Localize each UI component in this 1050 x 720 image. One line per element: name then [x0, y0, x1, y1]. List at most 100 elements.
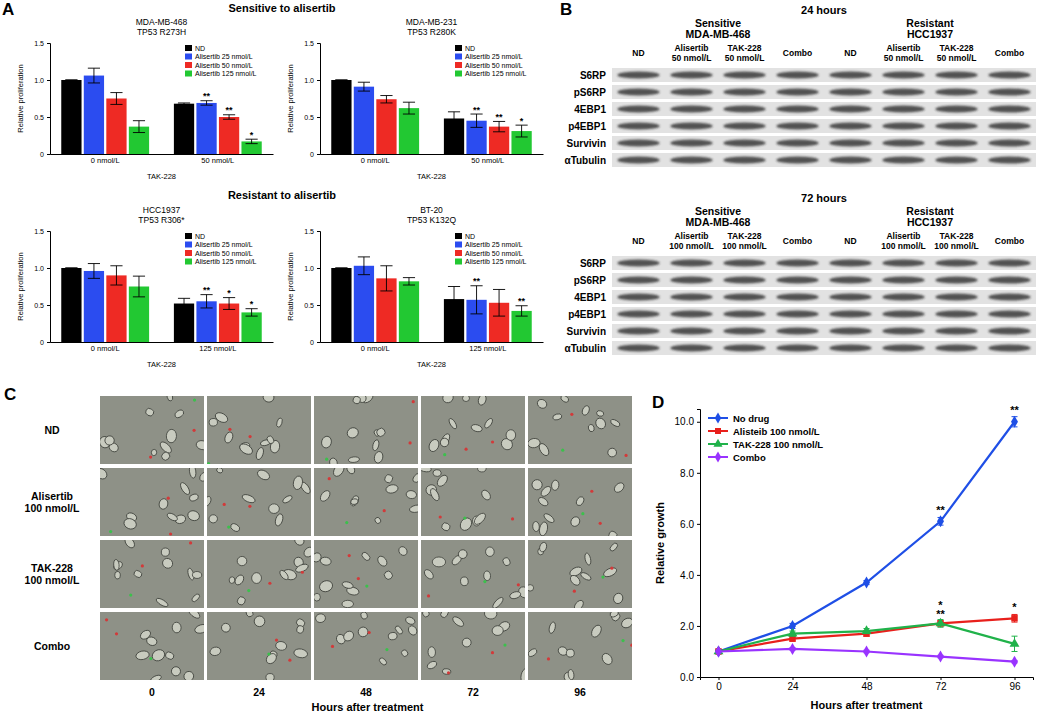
legend-item: Alisertib 50 nmol/L: [455, 250, 523, 257]
column-label: 72: [467, 686, 479, 698]
blot-band: [670, 276, 712, 283]
error-bar: [88, 264, 100, 279]
cell: [331, 468, 346, 478]
blot-band: [882, 122, 924, 129]
cell: [151, 449, 157, 456]
legend-label: Combo: [733, 452, 766, 463]
tick-mark: [317, 154, 320, 155]
blot-band: [617, 259, 659, 266]
tick-label: 0: [716, 681, 722, 692]
bar: [196, 103, 216, 154]
significance: **: [203, 91, 211, 101]
tick: 125 nmol/L: [469, 344, 506, 353]
blot-band: [882, 310, 924, 317]
lane-label: ND: [844, 236, 856, 246]
cell: [360, 612, 369, 620]
cell: [451, 615, 465, 628]
tick: 0 nmol/L: [361, 156, 390, 165]
blot-band: [829, 327, 871, 334]
error-bar: [223, 298, 235, 310]
blot-band: [617, 344, 659, 351]
blot-band: [829, 139, 871, 146]
image-background: [528, 612, 632, 680]
chart-subtitle: TP53 R273H: [137, 27, 186, 37]
tick-mark: [793, 677, 794, 680]
x-axis: 0 nmol/L50 nmol/L: [321, 155, 544, 166]
plot-area: ********0.02.04.06.08.010.0024487296No d…: [675, 404, 1034, 692]
tick: 1.0: [304, 77, 320, 84]
cell: [536, 398, 549, 410]
cell: [426, 660, 438, 670]
fluorescent-spot: [109, 530, 112, 533]
cell: [439, 437, 450, 448]
fluorescent-spot: [357, 577, 360, 580]
blot-band: [829, 122, 871, 129]
cell: [610, 418, 621, 427]
blot-band: [988, 259, 1030, 266]
plot-area: *****00.51.01.50 nmol/L50 nmol/LNDAliser…: [34, 40, 273, 166]
error-bar: [358, 257, 370, 275]
blot-band: [882, 156, 924, 163]
cell: [276, 417, 284, 428]
blot-title: 24 hours: [801, 4, 847, 16]
blot-band: [935, 293, 977, 300]
error-bar: [380, 96, 392, 103]
cell: [164, 651, 175, 661]
blot-band: [617, 293, 659, 300]
cell: [114, 571, 120, 579]
x-axis-title: TAK-228: [417, 172, 446, 181]
blot-band: [776, 88, 818, 95]
fluorescent-spot: [365, 584, 368, 587]
cell: [256, 468, 271, 482]
error-bar: [448, 112, 460, 125]
cell: [145, 636, 158, 647]
y-axis-title: Relative proliferation: [286, 252, 295, 320]
cell: [506, 430, 516, 441]
cell: [602, 566, 618, 579]
chart: MDA-MB-231TP53 R280K*****00.51.01.50 nmo…: [286, 17, 544, 181]
panel-label: A: [2, 0, 14, 19]
column-label: 96: [574, 686, 586, 698]
cell: [266, 435, 275, 445]
protein-label: S6RP: [580, 70, 606, 81]
tick: 50 nmol/L: [201, 156, 234, 165]
tick-label: 24: [787, 681, 799, 692]
cell: [274, 513, 284, 527]
cell: [207, 495, 212, 507]
cell: [245, 612, 254, 618]
image-background: [207, 612, 311, 680]
significance: **: [203, 285, 211, 295]
fluorescent-spot: [561, 449, 564, 452]
cell: [194, 623, 204, 635]
lane-label: 100 nmol/L: [669, 241, 713, 251]
cell: [441, 396, 455, 405]
tick: 0: [310, 151, 320, 158]
tick-label: 6.0: [680, 519, 694, 530]
tick-label: 1.5: [304, 228, 314, 235]
cell: [607, 447, 618, 458]
legend-swatch: [185, 54, 192, 60]
image-background: [528, 396, 632, 464]
legend-label: Alisertib 25 nmol/L: [465, 53, 523, 60]
image-background: [314, 396, 418, 464]
cell: [590, 623, 604, 638]
cell: [378, 657, 388, 667]
tick-label: 125 nmol/L: [469, 344, 506, 353]
x-axis-title: TAK-228: [417, 360, 446, 369]
tick-label: 1.0: [34, 77, 44, 84]
bar: [354, 87, 374, 154]
fluorescent-spot: [328, 477, 331, 480]
cell: [189, 468, 197, 479]
blot-band: [988, 327, 1030, 334]
cell: [150, 674, 163, 680]
legend-item: Alisertib 50 nmol/L: [455, 62, 523, 69]
legend-label: Alisertib 25 nmol/L: [465, 241, 523, 248]
micrograph: [421, 396, 525, 464]
fluorescent-spot: [115, 632, 118, 635]
image-background: [207, 396, 311, 464]
cell: [345, 468, 356, 475]
tick-mark: [941, 677, 942, 680]
tick-mark: [697, 422, 700, 423]
cell: [613, 481, 626, 494]
cell: [405, 616, 417, 626]
